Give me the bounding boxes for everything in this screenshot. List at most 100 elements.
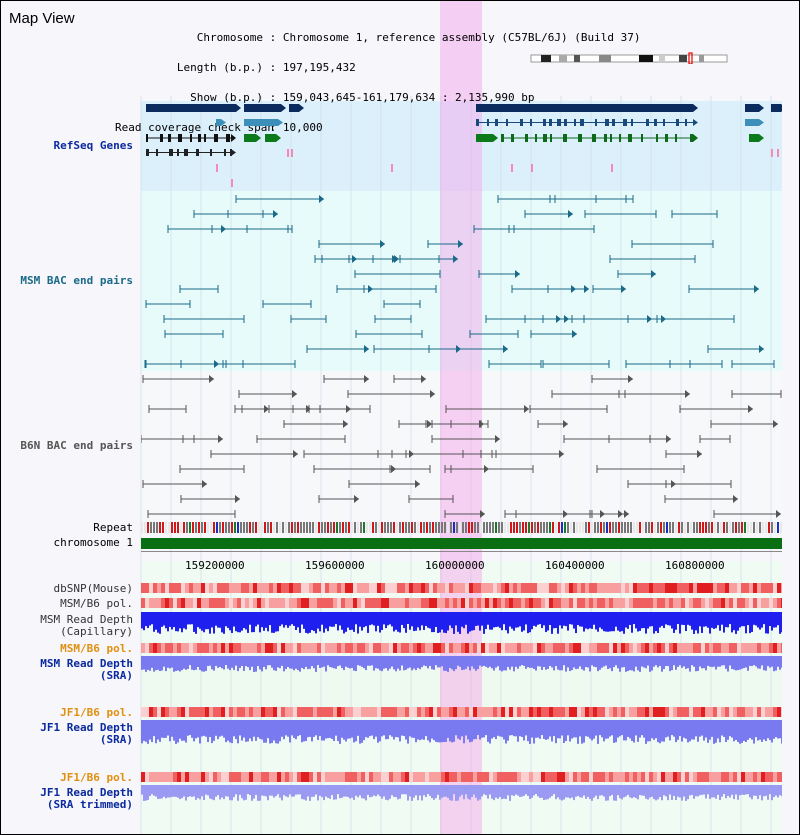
gene-feature[interactable] — [501, 134, 698, 142]
bac-end-pair[interactable] — [318, 495, 359, 503]
bac-end-pair[interactable] — [290, 315, 327, 323]
bac-end-pair[interactable] — [354, 270, 441, 278]
gene-feature[interactable] — [745, 119, 764, 126]
bac-end-pair[interactable] — [383, 300, 421, 308]
gene-feature[interactable] — [476, 119, 698, 126]
bac-end-pair[interactable] — [671, 210, 718, 218]
bac-end-pair[interactable] — [246, 225, 293, 233]
gene-feature[interactable] — [265, 134, 281, 142]
bac-end-pair[interactable] — [398, 420, 432, 428]
gene-feature[interactable] — [146, 149, 236, 156]
bac-end-pair[interactable] — [348, 255, 397, 263]
bac-end-pair[interactable] — [363, 285, 437, 293]
bac-end-pair[interactable] — [235, 195, 324, 203]
jf1-b6-pol2-track[interactable] — [141, 772, 782, 782]
bac-end-pair[interactable] — [180, 495, 240, 503]
bac-end-pair[interactable] — [497, 195, 556, 203]
refseq-track-label[interactable]: RefSeq Genes — [53, 139, 133, 152]
bac-end-pair[interactable] — [529, 405, 608, 413]
bac-end-pair[interactable] — [210, 450, 298, 458]
bac-end-pair[interactable] — [164, 330, 224, 338]
bac-end-pair[interactable] — [306, 345, 369, 353]
gene-feature[interactable] — [771, 104, 782, 112]
bac-end-pair[interactable] — [478, 270, 520, 278]
bac-end-pair[interactable] — [631, 240, 714, 248]
bac-end-pair[interactable] — [256, 435, 346, 443]
bac-end-pair[interactable] — [145, 300, 191, 308]
bac-end-pair[interactable] — [530, 330, 577, 338]
bac-end-pair[interactable] — [731, 390, 782, 398]
bac-end-pair[interactable] — [491, 450, 564, 458]
bac-end-pair[interactable] — [731, 360, 775, 368]
bac-end-pair[interactable] — [193, 210, 278, 218]
bac-end-pair[interactable] — [469, 330, 519, 338]
bac-end-pair[interactable] — [348, 480, 420, 488]
bac-end-pair[interactable] — [508, 225, 595, 233]
gene-feature[interactable] — [244, 134, 261, 142]
gene-feature[interactable] — [476, 104, 698, 112]
bac-end-pair[interactable] — [179, 285, 219, 293]
msm-bac-track[interactable] — [141, 191, 782, 371]
bac-end-pair[interactable] — [450, 465, 489, 473]
bac-end-pair[interactable] — [238, 390, 297, 398]
bac-end-pair[interactable] — [268, 405, 310, 413]
bac-end-pair[interactable] — [710, 420, 778, 428]
bac-end-pair[interactable] — [148, 405, 187, 413]
bac-end-pair[interactable] — [488, 360, 542, 368]
bac-end-pair[interactable] — [283, 420, 348, 428]
repeat-track[interactable] — [141, 522, 782, 533]
bac-end-pair[interactable] — [163, 315, 245, 323]
bac-end-pair[interactable] — [591, 375, 633, 383]
bac-end-pair[interactable] — [537, 420, 568, 428]
bac-end-pair[interactable] — [699, 435, 731, 443]
bac-end-pair[interactable] — [142, 480, 207, 488]
bac-end-pair[interactable] — [656, 315, 735, 323]
bac-end-pair[interactable] — [515, 510, 605, 518]
bac-end-pair[interactable] — [303, 450, 393, 458]
bac-end-pair[interactable] — [713, 510, 781, 518]
bac-end-pair[interactable] — [608, 435, 671, 443]
bac-end-pair[interactable] — [355, 330, 423, 338]
bac-end-pair[interactable] — [182, 435, 223, 443]
bac-end-pair[interactable] — [551, 390, 626, 398]
msm-b6-pol-track[interactable] — [141, 598, 782, 608]
bac-end-pair[interactable] — [319, 405, 351, 413]
bac-end-pair[interactable] — [147, 510, 236, 518]
bac-end-pair[interactable] — [262, 300, 312, 308]
bac-end-pair[interactable] — [142, 375, 214, 383]
bac-end-pair[interactable] — [618, 390, 690, 398]
b6n-bac-track-label[interactable]: B6N BAC end pairs — [20, 439, 133, 452]
msm-depth-sra-track[interactable] — [141, 656, 782, 672]
bac-end-pair[interactable] — [665, 450, 702, 458]
bac-end-pair[interactable] — [389, 465, 431, 473]
bac-end-pair[interactable] — [318, 240, 385, 248]
bac-end-pair[interactable] — [323, 375, 369, 383]
gene-feature[interactable] — [745, 104, 764, 112]
bac-end-pair[interactable] — [664, 495, 738, 503]
bac-end-pair[interactable] — [549, 195, 627, 203]
bac-end-pair[interactable] — [408, 495, 454, 503]
bac-end-pair[interactable] — [707, 345, 764, 353]
bac-end-pair[interactable] — [688, 285, 759, 293]
bac-end-pair[interactable] — [431, 435, 500, 443]
bac-end-pair[interactable] — [179, 465, 245, 473]
bac-end-pair[interactable] — [462, 450, 497, 458]
bac-end-pair[interactable] — [584, 210, 657, 218]
msm-depth-capillary-track[interactable] — [141, 612, 782, 634]
chromosome-ideogram[interactable] — [529, 52, 729, 64]
bac-end-pair[interactable] — [592, 285, 626, 293]
dbsnp-track[interactable] — [141, 583, 782, 593]
gene-feature[interactable] — [749, 134, 764, 142]
gene-feature[interactable] — [146, 134, 236, 142]
msm-b6-pol2-track[interactable] — [141, 643, 782, 653]
bac-end-pair[interactable] — [609, 255, 696, 263]
bac-end-pair[interactable] — [374, 315, 412, 323]
gene-feature[interactable] — [476, 134, 498, 142]
bac-end-pair[interactable] — [679, 405, 753, 413]
bac-end-pair[interactable] — [547, 285, 589, 293]
gene-feature[interactable] — [216, 119, 226, 126]
bac-end-pair[interactable] — [347, 390, 435, 398]
jf1-depth-sra-track[interactable] — [141, 720, 782, 744]
bac-end-pair[interactable] — [445, 405, 529, 413]
gene-feature[interactable] — [244, 119, 283, 126]
